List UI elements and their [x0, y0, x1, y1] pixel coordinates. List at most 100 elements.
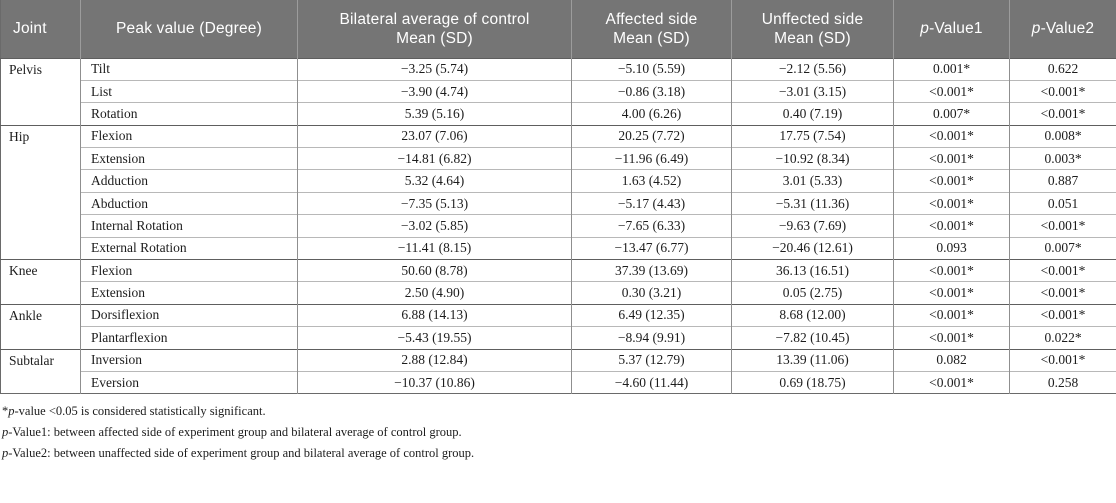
control-mean-cell: −11.41 (8.15): [297, 236, 572, 260]
footnotes: *p-value <0.05 is considered statistical…: [0, 394, 1116, 461]
p-value1-cell: <0.001*: [893, 124, 1010, 148]
table-row: List −3.90 (4.74) −0.86 (3.18) −3.01 (3.15)…: [1, 79, 1116, 103]
control-mean-cell: −3.90 (4.74): [297, 79, 572, 103]
peak-value-cell: Rotation: [80, 102, 298, 126]
p-value2-cell: 0.007*: [1009, 236, 1116, 260]
affected-mean-cell: −11.96 (6.49): [571, 147, 732, 170]
unaffected-mean-cell: 8.68 (12.00): [731, 303, 894, 327]
header-label-italic-p: p: [1031, 20, 1041, 38]
p-value2-cell: <0.001*: [1009, 259, 1116, 282]
joint-group-cell: Pelvis: [0, 57, 81, 126]
affected-mean-cell: −5.10 (5.59): [571, 57, 732, 81]
p-value1-cell: 0.007*: [893, 102, 1010, 126]
affected-mean-cell: −7.65 (6.33): [571, 214, 732, 238]
unaffected-mean-cell: 0.69 (18.75): [731, 370, 894, 394]
unaffected-mean-cell: 0.40 (7.19): [731, 102, 894, 126]
p-value2-cell: 0.051: [1009, 191, 1116, 215]
control-mean-cell: 5.39 (5.16): [297, 102, 572, 126]
header-label: Joint: [13, 20, 47, 38]
p-value2-cell: 0.003*: [1009, 147, 1116, 170]
affected-mean-cell: −13.47 (6.77): [571, 236, 732, 260]
header-row: Joint Peak value (Degree) Bilateral aver…: [0, 0, 1116, 58]
column-header-peak-value: Peak value (Degree): [80, 0, 298, 58]
table-figure: Joint Peak value (Degree) Bilateral aver…: [0, 0, 1116, 461]
joint-group-cell: Knee: [0, 259, 81, 305]
footnote-line: p-Value1: between affected side of exper…: [2, 425, 1114, 440]
header-label-line2: Mean (SD): [396, 29, 473, 47]
table-header: Joint Peak value (Degree) Bilateral aver…: [0, 0, 1116, 58]
control-mean-cell: 6.88 (14.13): [297, 303, 572, 327]
table-row: Pelvis Tilt −3.25 (5.74) −5.10 (5.59) −2.12 …: [0, 57, 1116, 126]
joint-group-cell: Hip: [0, 124, 81, 260]
unaffected-mean-cell: −20.46 (12.61): [731, 236, 894, 260]
affected-mean-cell: 5.37 (12.79): [571, 348, 732, 372]
affected-mean-cell: 4.00 (6.26): [571, 102, 732, 126]
affected-mean-cell: −0.86 (3.18): [571, 79, 732, 103]
header-label: -Value2: [1040, 20, 1095, 38]
column-header-unaffected-mean: Unffected side Mean (SD): [731, 0, 894, 58]
footnote-italic-p: p: [2, 425, 9, 440]
peak-value-cell: Flexion: [80, 124, 298, 148]
affected-mean-cell: 20.25 (7.72): [571, 124, 732, 148]
column-header-control-mean: Bilateral average of control Mean (SD): [297, 0, 572, 58]
footnote-text: -Value2: between unaffected side of expe…: [8, 446, 475, 461]
header-label-line1: Affected side: [605, 10, 698, 28]
header-label-line2: Mean (SD): [613, 29, 690, 47]
table-row: Plantarflexion −5.43 (19.55) −8.94 (9.91) −…: [1, 326, 1116, 350]
control-mean-cell: −14.81 (6.82): [297, 147, 572, 170]
p-value1-cell: <0.001*: [893, 79, 1010, 103]
p-value2-cell: 0.022*: [1009, 326, 1116, 350]
p-value2-cell: 0.008*: [1009, 124, 1116, 148]
control-mean-cell: 50.60 (8.78): [297, 259, 572, 282]
footnote-line: *p-value <0.05 is considered statistical…: [2, 404, 1114, 419]
peak-value-cell: List: [80, 79, 298, 103]
p-value2-cell: 0.887: [1009, 169, 1116, 193]
affected-mean-cell: 0.30 (3.21): [571, 281, 732, 305]
p-value1-cell: 0.093: [893, 236, 1010, 260]
table-row: Knee Flexion 50.60 (8.78) 37.39 (13.69) 36.1…: [0, 259, 1116, 305]
header-label: -Value1: [929, 20, 983, 38]
header-label: Peak value (Degree): [116, 20, 262, 38]
p-value1-cell: <0.001*: [893, 191, 1010, 215]
table-row: Extension −14.81 (6.82) −11.96 (6.49) −10.9…: [1, 147, 1116, 170]
control-mean-cell: 2.50 (4.90): [297, 281, 572, 305]
header-label-line1: Bilateral average of control: [339, 10, 530, 28]
control-mean-cell: 23.07 (7.06): [297, 124, 572, 148]
column-header-p-value2: p-Value2: [1009, 0, 1116, 58]
header-label-line2: Mean (SD): [774, 29, 851, 47]
peak-value-cell: Dorsiflexion: [80, 303, 298, 327]
p-value1-cell: <0.001*: [893, 169, 1010, 193]
peak-value-cell: Eversion: [80, 370, 298, 394]
control-mean-cell: −7.35 (5.13): [297, 191, 572, 215]
peak-value-cell: Internal Rotation: [80, 214, 298, 238]
affected-mean-cell: −8.94 (9.91): [571, 326, 732, 350]
header-label-line1: Unffected side: [761, 10, 864, 28]
footnote-italic-p: p: [2, 446, 9, 461]
affected-mean-cell: −4.60 (11.44): [571, 370, 732, 394]
p-value1-cell: <0.001*: [893, 326, 1010, 350]
table-row: External Rotation −11.41 (8.15) −13.47 (6.…: [1, 236, 1116, 260]
control-mean-cell: −3.02 (5.85): [297, 214, 572, 238]
p-value2-cell: <0.001*: [1009, 102, 1116, 126]
unaffected-mean-cell: −3.01 (3.15): [731, 79, 894, 103]
table-row: Abduction −7.35 (5.13) −5.17 (4.43) −5.31 (…: [1, 191, 1116, 215]
footnote-text: *: [2, 404, 9, 419]
p-value1-cell: <0.001*: [893, 147, 1010, 170]
p-value1-cell: <0.001*: [893, 303, 1010, 327]
affected-mean-cell: 37.39 (13.69): [571, 259, 732, 282]
p-value2-cell: <0.001*: [1009, 281, 1116, 305]
p-value1-cell: <0.001*: [893, 259, 1010, 282]
control-mean-cell: −3.25 (5.74): [297, 57, 572, 81]
table-body: Pelvis Tilt −3.25 (5.74) −5.10 (5.59) −2.12 …: [0, 57, 1116, 394]
control-mean-cell: −5.43 (19.55): [297, 326, 572, 350]
table-row: Rotation 5.39 (5.16) 4.00 (6.26) 0.40 (7.19…: [1, 102, 1116, 126]
footnote-text: -Value1: between affected side of experi…: [8, 425, 462, 440]
footnote-italic-p: p: [8, 404, 15, 419]
peak-value-cell: Tilt: [80, 57, 298, 81]
p-value2-cell: 0.622: [1009, 57, 1116, 81]
footnote-line: p-Value2: between unaffected side of exp…: [2, 446, 1114, 461]
table-row: Hip Flexion 23.07 (7.06) 20.25 (7.72) 17.75 …: [0, 124, 1116, 260]
p-value1-cell: <0.001*: [893, 370, 1010, 394]
affected-mean-cell: 6.49 (12.35): [571, 303, 732, 327]
unaffected-mean-cell: 0.05 (2.75): [731, 281, 894, 305]
